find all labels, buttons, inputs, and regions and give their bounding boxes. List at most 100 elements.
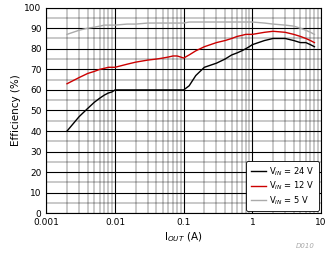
V$_{IN}$ = 5 V: [240, 21, 244, 24]
V$_{IN}$ = 12 V: [304, 37, 308, 40]
V$_{IN}$ = 12 V: [134, 61, 138, 64]
Legend: V$_{IN}$ = 24 V, V$_{IN}$ = 12 V, V$_{IN}$ = 5 V: V$_{IN}$ = 24 V, V$_{IN}$ = 12 V, V$_{IN…: [246, 161, 318, 211]
Line: V$_{IN}$ = 24 V: V$_{IN}$ = 24 V: [67, 38, 314, 131]
V$_{IN}$ = 24 V: [98, 97, 102, 100]
V$_{IN}$ = 24 V: [214, 62, 218, 65]
V$_{IN}$ = 12 V: [230, 37, 234, 40]
V$_{IN}$ = 12 V: [271, 30, 275, 33]
V$_{IN}$ = 5 V: [113, 24, 117, 27]
V$_{IN}$ = 12 V: [292, 33, 296, 36]
V$_{IN}$ = 24 V: [194, 74, 198, 77]
V$_{IN}$ = 24 V: [134, 88, 138, 91]
V$_{IN}$ = 12 V: [77, 76, 81, 79]
V$_{IN}$ = 12 V: [166, 55, 170, 58]
V$_{IN}$ = 24 V: [299, 41, 303, 44]
V$_{IN}$ = 5 V: [125, 23, 129, 26]
V$_{IN}$ = 5 V: [292, 25, 296, 28]
V$_{IN}$ = 12 V: [161, 56, 165, 59]
V$_{IN}$ = 12 V: [179, 55, 183, 58]
V$_{IN}$ = 12 V: [113, 66, 117, 69]
V$_{IN}$ = 12 V: [110, 66, 114, 69]
V$_{IN}$ = 5 V: [194, 21, 198, 24]
V$_{IN}$ = 12 V: [299, 35, 303, 38]
V$_{IN}$ = 5 V: [202, 21, 206, 24]
V$_{IN}$ = 24 V: [182, 88, 186, 91]
V$_{IN}$ = 24 V: [92, 101, 96, 104]
V$_{IN}$ = 5 V: [171, 22, 175, 25]
V$_{IN}$ = 24 V: [271, 37, 275, 40]
V$_{IN}$ = 12 V: [125, 63, 129, 66]
V$_{IN}$ = 5 V: [214, 21, 218, 24]
X-axis label: I$_{OUT}$ (A): I$_{OUT}$ (A): [165, 230, 203, 244]
V$_{IN}$ = 24 V: [110, 90, 114, 93]
V$_{IN}$ = 5 V: [65, 33, 69, 36]
V$_{IN}$ = 12 V: [235, 35, 239, 38]
V$_{IN}$ = 12 V: [251, 33, 255, 36]
V$_{IN}$ = 5 V: [77, 29, 81, 32]
V$_{IN}$ = 12 V: [244, 33, 248, 36]
V$_{IN}$ = 24 V: [187, 84, 191, 87]
V$_{IN}$ = 12 V: [102, 67, 106, 70]
V$_{IN}$ = 24 V: [240, 49, 244, 52]
V$_{IN}$ = 24 V: [125, 88, 129, 91]
V$_{IN}$ = 24 V: [244, 47, 248, 50]
V$_{IN}$ = 5 V: [251, 21, 255, 24]
V$_{IN}$ = 24 V: [223, 58, 227, 61]
V$_{IN}$ = 24 V: [146, 88, 150, 91]
Y-axis label: Efficiency (%): Efficiency (%): [12, 75, 22, 146]
V$_{IN}$ = 12 V: [194, 49, 198, 52]
V$_{IN}$ = 5 V: [235, 21, 239, 24]
V$_{IN}$ = 12 V: [247, 33, 251, 36]
V$_{IN}$ = 5 V: [283, 24, 287, 27]
Line: V$_{IN}$ = 12 V: V$_{IN}$ = 12 V: [67, 31, 314, 84]
Line: V$_{IN}$ = 5 V: V$_{IN}$ = 5 V: [67, 22, 314, 34]
V$_{IN}$ = 12 V: [86, 72, 90, 75]
V$_{IN}$ = 24 V: [77, 115, 81, 118]
V$_{IN}$ = 5 V: [223, 21, 227, 24]
V$_{IN}$ = 12 V: [106, 66, 110, 69]
V$_{IN}$ = 12 V: [283, 31, 287, 34]
V$_{IN}$ = 5 V: [166, 22, 170, 25]
V$_{IN}$ = 24 V: [102, 93, 106, 97]
V$_{IN}$ = 5 V: [161, 22, 165, 25]
V$_{IN}$ = 24 V: [166, 88, 170, 91]
V$_{IN}$ = 24 V: [312, 45, 316, 48]
V$_{IN}$ = 5 V: [271, 23, 275, 26]
V$_{IN}$ = 5 V: [106, 24, 110, 27]
V$_{IN}$ = 12 V: [214, 41, 218, 44]
V$_{IN}$ = 24 V: [106, 91, 110, 94]
V$_{IN}$ = 5 V: [175, 22, 179, 25]
V$_{IN}$ = 24 V: [161, 88, 165, 91]
V$_{IN}$ = 24 V: [304, 41, 308, 44]
V$_{IN}$ = 24 V: [179, 88, 183, 91]
V$_{IN}$ = 24 V: [230, 53, 234, 56]
V$_{IN}$ = 24 V: [65, 130, 69, 133]
V$_{IN}$ = 5 V: [102, 24, 106, 27]
V$_{IN}$ = 12 V: [202, 45, 206, 48]
Text: D010: D010: [296, 243, 314, 249]
V$_{IN}$ = 5 V: [110, 24, 114, 27]
V$_{IN}$ = 24 V: [283, 37, 287, 40]
V$_{IN}$ = 5 V: [187, 21, 191, 24]
V$_{IN}$ = 12 V: [92, 70, 96, 73]
V$_{IN}$ = 12 V: [308, 39, 312, 42]
V$_{IN}$ = 5 V: [92, 26, 96, 29]
V$_{IN}$ = 24 V: [308, 43, 312, 46]
V$_{IN}$ = 24 V: [171, 88, 175, 91]
V$_{IN}$ = 24 V: [86, 107, 90, 110]
V$_{IN}$ = 5 V: [299, 27, 303, 30]
V$_{IN}$ = 5 V: [134, 23, 138, 26]
V$_{IN}$ = 12 V: [262, 31, 266, 34]
V$_{IN}$ = 5 V: [86, 27, 90, 30]
V$_{IN}$ = 24 V: [235, 51, 239, 54]
V$_{IN}$ = 12 V: [240, 34, 244, 37]
V$_{IN}$ = 12 V: [146, 59, 150, 62]
V$_{IN}$ = 24 V: [251, 43, 255, 46]
V$_{IN}$ = 12 V: [65, 82, 69, 85]
V$_{IN}$ = 5 V: [230, 21, 234, 24]
V$_{IN}$ = 12 V: [312, 41, 316, 44]
V$_{IN}$ = 24 V: [247, 45, 251, 48]
V$_{IN}$ = 5 V: [308, 31, 312, 34]
V$_{IN}$ = 24 V: [202, 66, 206, 69]
V$_{IN}$ = 5 V: [98, 25, 102, 28]
